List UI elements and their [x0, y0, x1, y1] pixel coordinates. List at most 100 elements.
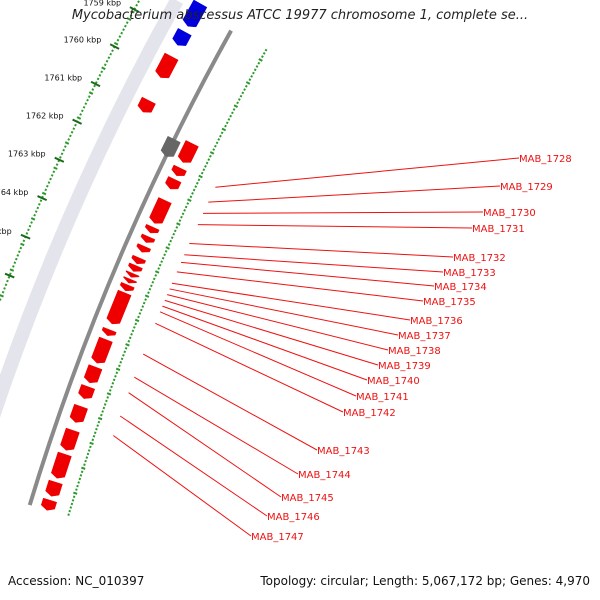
inner-gc-dot: [167, 243, 171, 246]
inner-gc-dot: [80, 470, 84, 474]
gene-arrow[interactable]: [172, 27, 192, 46]
inner-gc-dot: [106, 396, 109, 399]
gene-label[interactable]: MAB_1743: [317, 446, 370, 457]
inner-gc-dot: [165, 246, 170, 250]
outer-gc-dot: [20, 242, 25, 247]
outer-gc-dot: [116, 38, 120, 42]
gene-arrow[interactable]: [136, 243, 152, 253]
gene-arrow[interactable]: [171, 164, 187, 176]
inner-gc-dot: [134, 322, 138, 326]
gene-label[interactable]: MAB_1741: [356, 392, 409, 403]
gene-arrow[interactable]: [128, 262, 143, 272]
gene-arrow[interactable]: [149, 197, 172, 224]
tick-label: 1762 kbp: [26, 111, 64, 120]
gene-arrow[interactable]: [123, 276, 138, 284]
gene-label[interactable]: MAB_1735: [423, 297, 476, 308]
inner-gc-dot: [181, 212, 185, 216]
tick-mark: [90, 80, 101, 88]
gene-label[interactable]: MAB_1746: [267, 512, 320, 523]
inner-gc-dot: [106, 392, 112, 396]
inner-gc-dot: [93, 431, 97, 435]
gene-arrow[interactable]: [106, 289, 132, 325]
gene-label[interactable]: MAB_1744: [298, 470, 351, 481]
outer-gc-dot: [87, 95, 91, 98]
gene-arrow[interactable]: [140, 233, 156, 243]
gene-label[interactable]: MAB_1739: [378, 361, 431, 372]
inner-gc-dot: [176, 222, 181, 226]
gene-arrow[interactable]: [101, 326, 117, 336]
gene-label[interactable]: MAB_1737: [398, 331, 451, 342]
outer-gc-dot: [84, 102, 88, 106]
inner-gc-dot: [77, 481, 80, 484]
inner-gc-dot: [248, 78, 252, 82]
gene-label[interactable]: MAB_1732: [453, 253, 506, 264]
outer-gc-dot: [60, 152, 64, 156]
inner-gc-dot: [250, 75, 253, 78]
gene-label[interactable]: MAB_1736: [410, 316, 463, 327]
outer-gc-dot: [118, 35, 122, 39]
outer-gc-dot: [86, 98, 89, 102]
inner-gc-dot: [198, 174, 203, 179]
inner-gc-dot: [212, 148, 216, 151]
gene-label[interactable]: MAB_1729: [500, 182, 553, 193]
gene-label[interactable]: MAB_1742: [343, 408, 396, 419]
inner-gc-dot: [169, 239, 173, 243]
gene-arrow[interactable]: [60, 427, 80, 451]
leader-line: [159, 311, 357, 397]
gene-arrow[interactable]: [182, 0, 208, 28]
outer-gc-dot: [25, 232, 29, 235]
genome-summary-text: Topology: circular; Length: 5,067,172 bp…: [260, 574, 590, 588]
gene-label[interactable]: MAB_1738: [388, 346, 441, 357]
gene-arrow[interactable]: [45, 479, 63, 497]
gene-arrow[interactable]: [119, 281, 135, 292]
gene-label[interactable]: MAB_1730: [483, 208, 536, 219]
gene-track[interactable]: [40, 0, 208, 511]
gene-arrow[interactable]: [144, 223, 160, 234]
inner-gc-dot: [189, 195, 193, 199]
gene-arrow[interactable]: [69, 403, 88, 423]
gene-label[interactable]: MAB_1733: [443, 268, 496, 279]
inner-gc-dot: [219, 134, 222, 138]
outer-gc-dot: [41, 195, 44, 199]
tick-mark: [129, 6, 140, 13]
inner-gc-dot: [151, 281, 155, 284]
gene-label[interactable]: MAB_1734: [434, 282, 487, 293]
gene-arrow[interactable]: [155, 52, 179, 79]
outer-gc-dot: [18, 250, 21, 254]
gene-label[interactable]: MAB_1740: [367, 376, 420, 387]
gene-label[interactable]: MAB_1747: [251, 532, 304, 543]
gene-arrow[interactable]: [165, 176, 182, 190]
gene-arrow[interactable]: [125, 270, 140, 278]
inner-gc-dot: [97, 416, 103, 421]
gene-arrow[interactable]: [83, 364, 103, 384]
gene-label[interactable]: MAB_1731: [472, 224, 525, 235]
gene-arrow[interactable]: [51, 451, 72, 479]
gene-label[interactable]: MAB_1745: [281, 493, 334, 504]
inner-gc-dot: [120, 357, 124, 361]
inner-gc-dot: [72, 495, 76, 499]
gene-arrow[interactable]: [137, 96, 156, 113]
inner-gc-dot: [114, 375, 117, 378]
gene-arrow[interactable]: [131, 254, 147, 264]
inner-gc-dot: [140, 308, 143, 312]
gene-arrow[interactable]: [160, 135, 181, 157]
leader-line: [167, 294, 389, 351]
inner-gc-dot: [67, 513, 70, 516]
inner-gc-dot: [115, 371, 119, 375]
outer-gc-dot: [44, 188, 48, 192]
outer-gc-ring: [0, 0, 140, 303]
inner-gc-dot: [131, 329, 135, 333]
inner-gc-dot: [236, 101, 239, 105]
gene-arrow[interactable]: [177, 140, 199, 163]
gene-arrow[interactable]: [40, 497, 58, 511]
gene-arrow[interactable]: [91, 336, 113, 364]
outer-gc-dot: [3, 287, 6, 290]
inner-gc-dot: [221, 127, 227, 132]
gene-label[interactable]: MAB_1728: [519, 154, 572, 165]
inner-gc-dot: [128, 336, 132, 340]
gene-arrow[interactable]: [78, 384, 96, 399]
gene-labels[interactable]: MAB_1728 MAB_1729 MAB_1730 MAB_1731 MAB_1732…: [251, 154, 572, 543]
inner-gc-dot: [204, 165, 207, 168]
leader-line: [128, 392, 282, 498]
